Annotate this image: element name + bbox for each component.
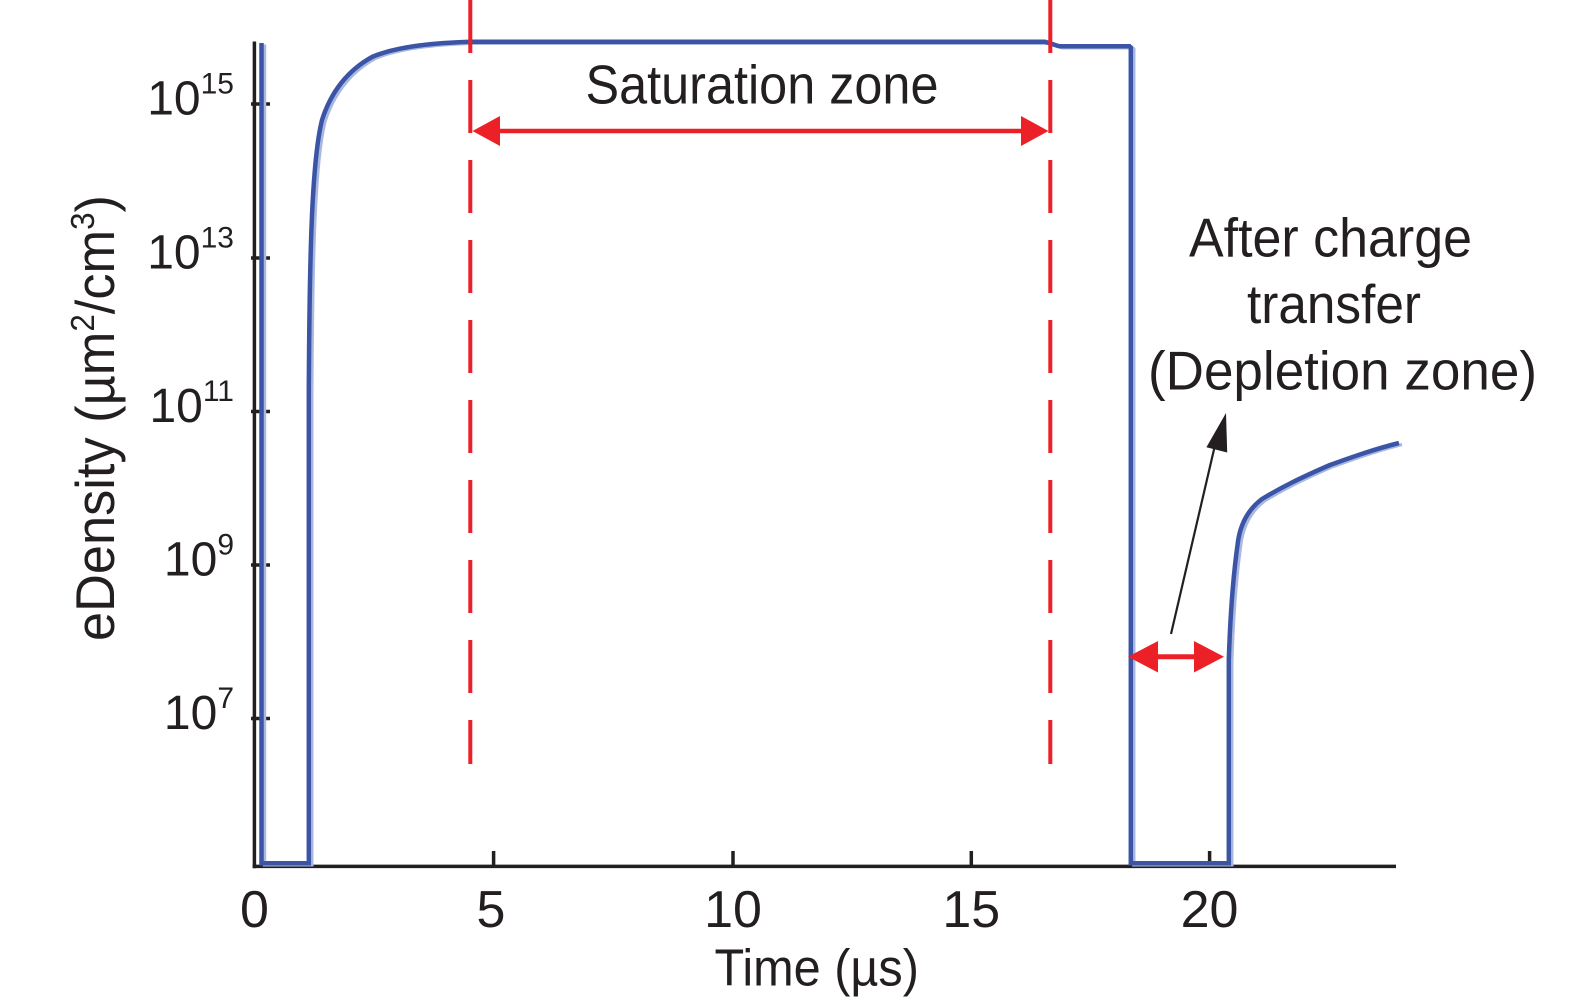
svg-text:(Depletion zone): (Depletion zone): [1148, 339, 1537, 401]
svg-text:After charge: After charge: [1189, 207, 1472, 269]
svg-text:20: 20: [1181, 881, 1239, 939]
svg-text:Time (µs): Time (µs): [714, 940, 919, 998]
svg-text:10: 10: [704, 881, 762, 939]
svg-text:15: 15: [942, 881, 1000, 939]
svg-text:5: 5: [477, 881, 506, 939]
svg-text:eDensity (µm2/cm3): eDensity (µm2/cm3): [64, 195, 126, 641]
svg-text:0: 0: [240, 881, 269, 939]
svg-text:transfer: transfer: [1247, 273, 1421, 335]
svg-text:Saturation zone: Saturation zone: [586, 54, 939, 116]
